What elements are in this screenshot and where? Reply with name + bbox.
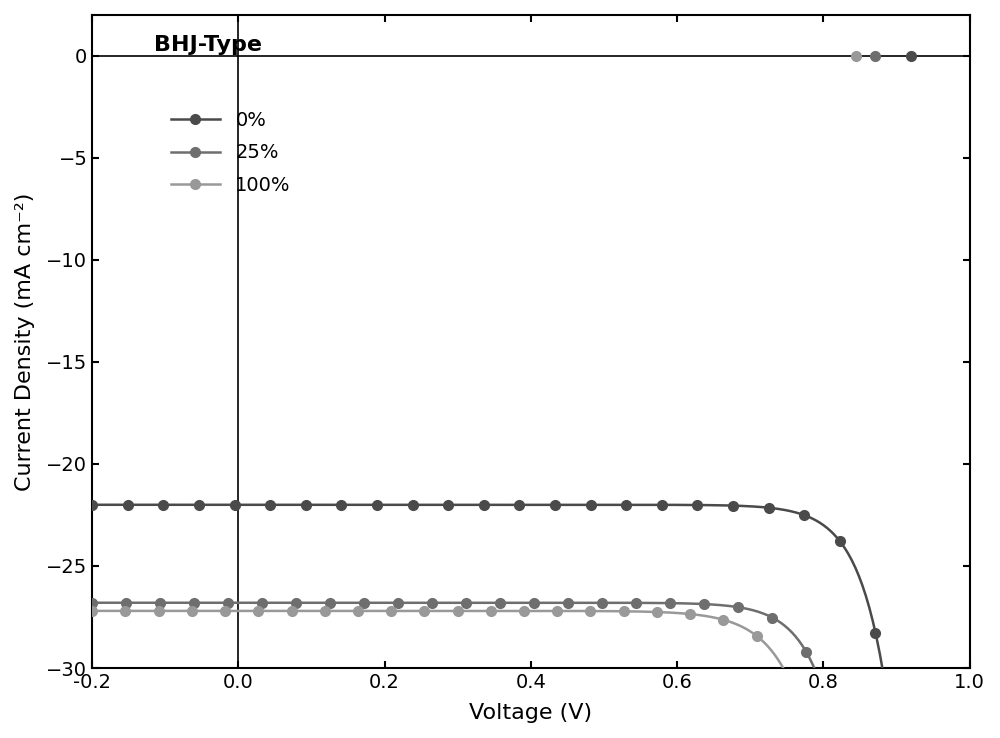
X-axis label: Voltage (V): Voltage (V) — [469, 703, 592, 723]
Legend: 0%, 25%, 100%: 0%, 25%, 100% — [163, 103, 299, 203]
Y-axis label: Current Density (mA cm⁻²): Current Density (mA cm⁻²) — [15, 193, 35, 491]
Text: BHJ-Type: BHJ-Type — [154, 35, 262, 55]
